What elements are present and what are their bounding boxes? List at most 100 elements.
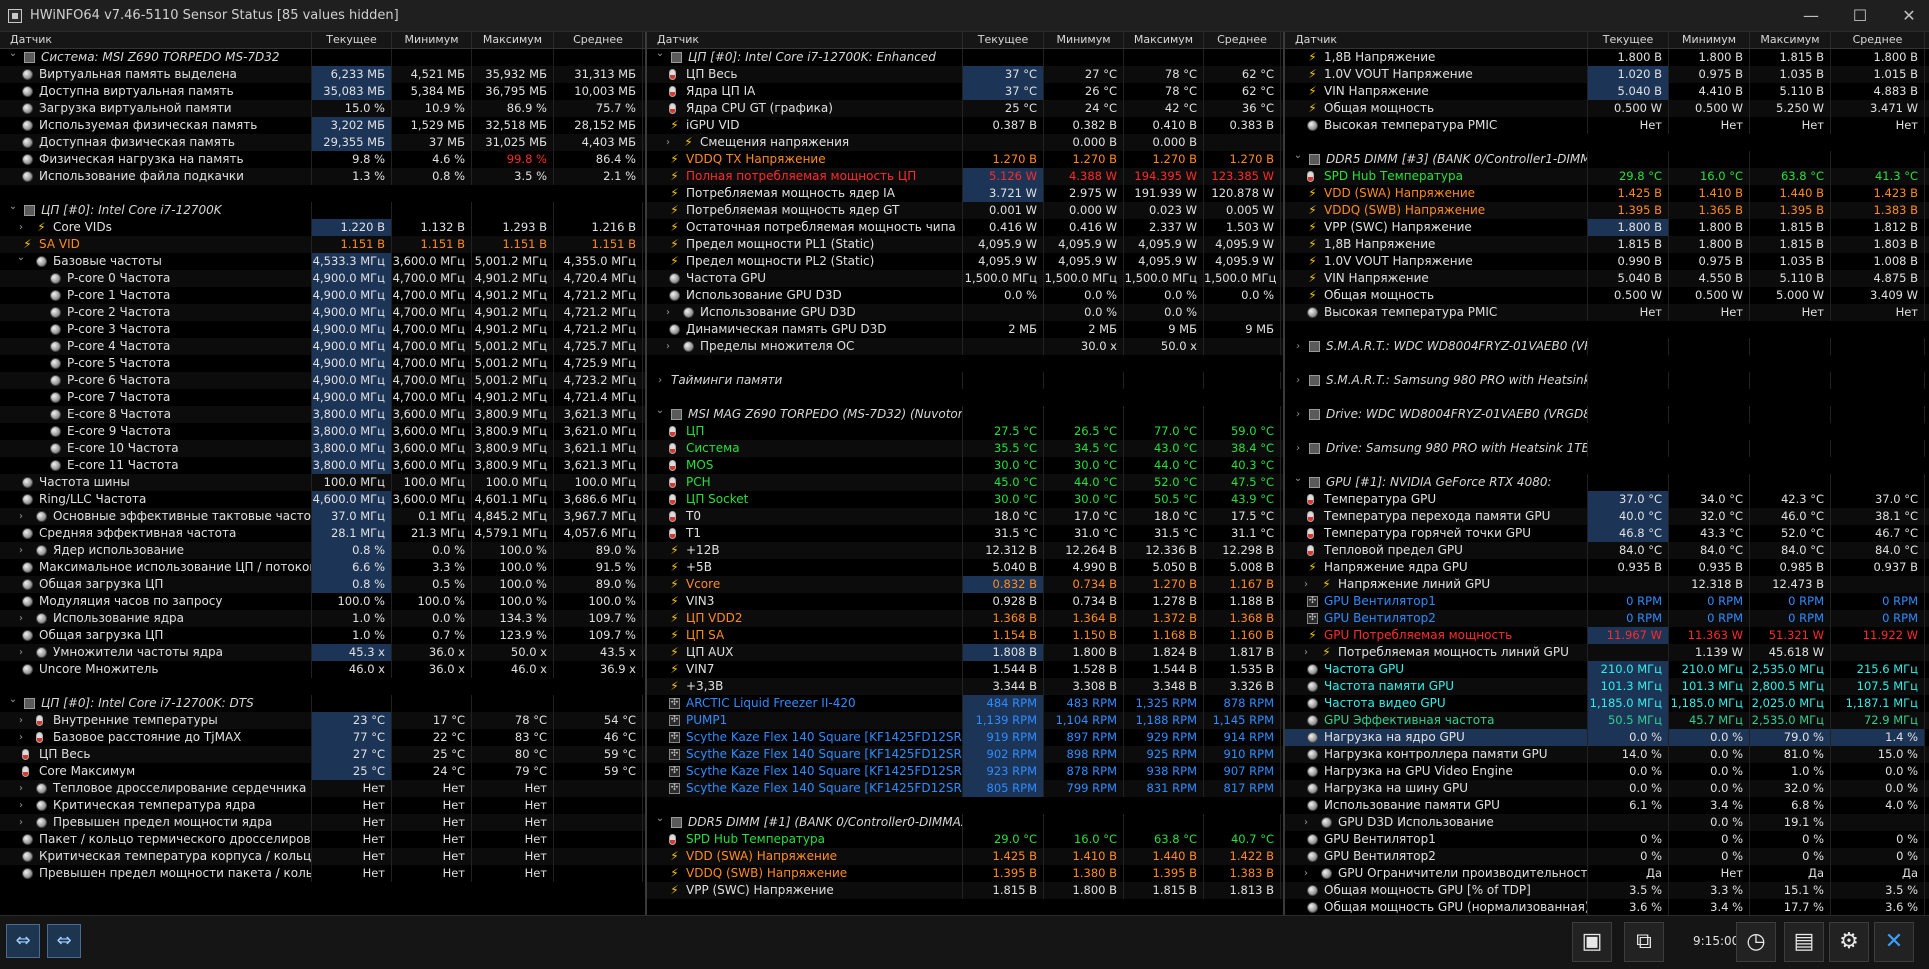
column-header-sensor[interactable]: Датчик <box>647 32 963 48</box>
sensor-row[interactable]: E-core 10 Частота 3,800.0 МГц 3,600.0 МГц 3… <box>0 440 645 457</box>
sensor-row[interactable]: ⚡ ЦП AUX 1.808 В 1.800 В 1.824 В 1.817 В <box>647 644 1283 661</box>
chevron-right-icon[interactable]: › <box>19 732 23 743</box>
sensor-group-row[interactable]: ⌄ ЦП [#0]: Intel Core i7-12700K <box>0 202 645 219</box>
chevron-right-icon[interactable]: › <box>666 307 670 318</box>
sensor-row[interactable]: ⚡ GPU Потребляемая мощность 11.967 W 11.363… <box>1285 627 1929 644</box>
sensor-panel-1[interactable]: Датчик Текущее Минимум Максимум Среднее ⌄ Сист… <box>0 32 647 915</box>
sensor-row[interactable]: ✣ Scythe Kaze Flex 140 Square [KF1425FD12… <box>647 729 1283 746</box>
sensor-row[interactable]: SPD Hub Температура 29.0 °C 16.0 °C 63.8 °C… <box>647 831 1283 848</box>
sensor-row[interactable]: Нагрузка на шину GPU 0.0 % 0.0 % 32.0 % 0.0 … <box>1285 780 1929 797</box>
sensor-row[interactable]: › Критическая температура ядра Нет Нет Нет <box>0 797 645 814</box>
network-icon[interactable]: ⧉ <box>1624 922 1664 962</box>
chevron-right-icon[interactable]: › <box>19 647 23 658</box>
sensor-row[interactable]: Критическая температура корпуса / кольца… <box>0 848 645 865</box>
column-header-avg[interactable]: Среднее <box>554 32 643 48</box>
chevron-down-icon[interactable]: ⌄ <box>1293 151 1303 161</box>
column-header-max[interactable]: Максимум <box>1750 32 1831 48</box>
sensor-row[interactable]: Доступна виртуальная память 35,083 МБ 5,38… <box>0 83 645 100</box>
chevron-down-icon[interactable]: ⌄ <box>8 202 18 212</box>
column-header-min[interactable]: Минимум <box>392 32 472 48</box>
chevron-down-icon[interactable]: ⌄ <box>1293 474 1303 484</box>
sensor-row[interactable]: ⚡ Vcore 0.832 В 0.734 В 1.270 В 1.167 В <box>647 576 1283 593</box>
sensor-row[interactable]: › Пределы множителя ОС 30.0 x 50.0 x <box>647 338 1283 355</box>
sensor-row[interactable]: T0 18.0 °C 17.0 °C 18.0 °C 17.5 °C <box>647 508 1283 525</box>
sensor-row[interactable]: ЦП Socket 30.0 °C 30.0 °C 50.5 °C 43.9 °C <box>647 491 1283 508</box>
chevron-right-icon[interactable]: › <box>19 545 23 556</box>
sensor-row[interactable]: Использование файла подкачки 1.3 % 0.8 % 3.… <box>0 168 645 185</box>
sensor-row[interactable]: Частота GPU 1,500.0 МГц 1,500.0 МГц 1,500.0… <box>647 270 1283 287</box>
sensor-group-row[interactable]: › Тайминги памяти <box>647 372 1283 389</box>
forward-arrows-icon[interactable]: ⇔ <box>47 924 81 958</box>
sensor-row[interactable]: ⚡ +12В 12.312 В 12.264 В 12.336 В 12.298 В <box>647 542 1283 559</box>
clock-icon[interactable]: ◷ <box>1736 922 1776 962</box>
sensor-row[interactable]: Ядра ЦП IA 37 °C 26 °C 78 °C 62 °C <box>647 83 1283 100</box>
chevron-right-icon[interactable]: › <box>19 715 23 726</box>
sensor-row[interactable]: ЦП Весь 37 °C 27 °C 78 °C 62 °C <box>647 66 1283 83</box>
sensor-row[interactable]: ⚡ VDDQ (SWB) Напряжение 1.395 В 1.380 В 1.39… <box>647 865 1283 882</box>
chevron-down-icon[interactable]: ⌄ <box>655 406 665 416</box>
sensor-row[interactable]: › ⚡ Core VIDs 1.220 В 1.132 В 1.293 В 1.216 В <box>0 219 645 236</box>
sensor-row[interactable]: Модуляция часов по запросу 100.0 % 100.0 %… <box>0 593 645 610</box>
sensor-row[interactable]: ✣ GPU Вентилятор2 0 RPM 0 RPM 0 RPM 0 RPM <box>1285 610 1929 627</box>
maximize-button[interactable]: ☐ <box>1852 6 1868 25</box>
sensor-row[interactable]: E-core 11 Частота 3,800.0 МГц 3,600.0 МГц 3… <box>0 457 645 474</box>
sensor-row[interactable]: Нагрузка на ядро GPU 0.0 % 0.0 % 79.0 % 1.4 … <box>1285 729 1929 746</box>
chevron-down-icon[interactable]: ⌄ <box>8 49 18 59</box>
sensor-row[interactable]: › Превышен предел мощности ядра Нет Нет Нет <box>0 814 645 831</box>
sensor-row[interactable]: › Базовое расстояние до TjMAX 77 °C 22 °C 83… <box>0 729 645 746</box>
sensor-row[interactable]: › Основные эффективные тактовые частоты 37… <box>0 508 645 525</box>
minimize-button[interactable]: — <box>1803 6 1819 25</box>
sensor-group-row[interactable]: ⌄ GPU [#1]: NVIDIA GeForce RTX 4080: <box>1285 474 1929 491</box>
sensor-row[interactable]: › GPU D3D Использование 0.0 % 19.1 % <box>1285 814 1929 831</box>
chevron-right-icon[interactable]: › <box>1304 579 1308 590</box>
sensor-row[interactable]: Система 35.5 °C 34.5 °C 43.0 °C 38.4 °C <box>647 440 1283 457</box>
sensor-row[interactable]: ⚡ Остаточная потребляемая мощность чипа 0.… <box>647 219 1283 236</box>
sensor-row[interactable]: Загрузка виртуальной памяти 15.0 % 10.9 % 8… <box>0 100 645 117</box>
sensor-row[interactable]: › Использование GPU D3D 0.0 % 0.0 % <box>647 304 1283 321</box>
sensor-row[interactable]: Использование памяти GPU 6.1 % 3.4 % 6.8 % 4… <box>1285 797 1929 814</box>
sensor-row[interactable]: Средняя эффективная частота 28.1 МГц 21.3 … <box>0 525 645 542</box>
chevron-down-icon[interactable]: ⌄ <box>8 695 18 705</box>
column-header-sensor[interactable]: Датчик <box>1285 32 1588 48</box>
sensor-row[interactable]: Частота видео GPU 1,185.0 МГц 1,185.0 МГц 2… <box>1285 695 1929 712</box>
sensor-row[interactable]: ⚡ VIN3 0.928 В 0.734 В 1.278 В 1.188 В <box>647 593 1283 610</box>
chevron-right-icon[interactable]: › <box>1304 817 1308 828</box>
sensor-row[interactable]: ⚡ Потребляемая мощность ядер GT 0.001 W 0.0… <box>647 202 1283 219</box>
sensor-row[interactable]: Частота памяти GPU 101.3 МГц 101.3 МГц 2,80… <box>1285 678 1929 695</box>
sensor-row[interactable]: E-core 8 Частота 3,800.0 МГц 3,600.0 МГц 3,… <box>0 406 645 423</box>
sensor-row[interactable]: P-core 6 Частота 4,900.0 МГц 4,700.0 МГц 5,… <box>0 372 645 389</box>
sensor-row[interactable]: ⚡ ЦП VDD2 1.368 В 1.364 В 1.372 В 1.368 В <box>647 610 1283 627</box>
sensor-row[interactable]: ✣ ARCTIC Liquid Freezer II-420 484 RPM 483 … <box>647 695 1283 712</box>
sensor-row[interactable]: ⚡ Напряжение ядра GPU 0.935 В 0.935 В 0.985 … <box>1285 559 1929 576</box>
sensor-row[interactable]: Нагрузка на GPU Video Engine 0.0 % 0.0 % 1.… <box>1285 763 1929 780</box>
chevron-right-icon[interactable]: › <box>19 783 23 794</box>
chevron-right-icon[interactable]: › <box>666 341 670 352</box>
sensor-row[interactable]: › GPU Ограничители производительности Да Не… <box>1285 865 1929 882</box>
sensor-group-row[interactable]: › S.M.A.R.T.: Samsung 980 PRO with Heatsi… <box>1285 372 1929 389</box>
sensor-row[interactable]: ⚡ VDD (SWA) Напряжение 1.425 В 1.410 В 1.440… <box>1285 185 1929 202</box>
sensor-group-row[interactable]: › S.M.A.R.T.: WDC WD8004FRYZ-01VAEB0 (VRG… <box>1285 338 1929 355</box>
monitor-icon[interactable]: ▣ <box>1572 922 1612 962</box>
report-add-icon[interactable]: ▤ <box>1784 922 1824 962</box>
sensor-row[interactable]: ⚡ Предел мощности PL1 (Static) 4,095.9 W 4,… <box>647 236 1283 253</box>
sensor-row[interactable]: › ⚡ Напряжение линий GPU 12.318 В 12.473 В <box>1285 576 1929 593</box>
sensor-row[interactable]: Общая загрузка ЦП 0.8 % 0.5 % 100.0 % 89.0 % <box>0 576 645 593</box>
sensor-row[interactable]: ⚡ 1.0V VOUT Напряжение 1.020 В 0.975 В 1.035… <box>1285 66 1929 83</box>
sensor-row[interactable]: GPU Вентилятор1 0 % 0 % 0 % 0 % <box>1285 831 1929 848</box>
chevron-right-icon[interactable]: › <box>658 375 662 386</box>
sensor-row[interactable]: GPU Вентилятор2 0 % 0 % 0 % 0 % <box>1285 848 1929 865</box>
chevron-right-icon[interactable]: › <box>19 800 23 811</box>
sensor-row[interactable]: ⚡ 1,8В Напряжение 1.815 В 1.800 В 1.815 В 1.8… <box>1285 236 1929 253</box>
column-header-current[interactable]: Текущее <box>963 32 1044 48</box>
gear-icon[interactable]: ⚙ <box>1829 922 1869 962</box>
column-header-current[interactable]: Текущее <box>1588 32 1669 48</box>
sensor-row[interactable]: Нагрузка контроллера памяти GPU 14.0 % 0.0… <box>1285 746 1929 763</box>
sensor-row[interactable]: ⚡ +3,3В 3.344 В 3.308 В 3.348 В 3.326 В <box>647 678 1283 695</box>
sensor-row[interactable]: ⚡ VDDQ TX Напряжение 1.270 В 1.270 В 1.270 В… <box>647 151 1283 168</box>
sensor-row[interactable]: ⚡ Общая мощность 0.500 W 0.500 W 5.250 W 3.47… <box>1285 100 1929 117</box>
sensor-group-row[interactable]: ⌄ ЦП [#0]: Intel Core i7-12700K: Enhanced <box>647 49 1283 66</box>
column-header-sensor[interactable]: Датчик <box>0 32 312 48</box>
sensor-row[interactable]: › Тепловое дросселирование сердечника Нет Н… <box>0 780 645 797</box>
sensor-row[interactable]: SPD Hub Температура 29.8 °C 16.0 °C 63.8 °C… <box>1285 168 1929 185</box>
sensor-row[interactable]: ⚡ +5В 5.040 В 4.990 В 5.050 В 5.008 В <box>647 559 1283 576</box>
